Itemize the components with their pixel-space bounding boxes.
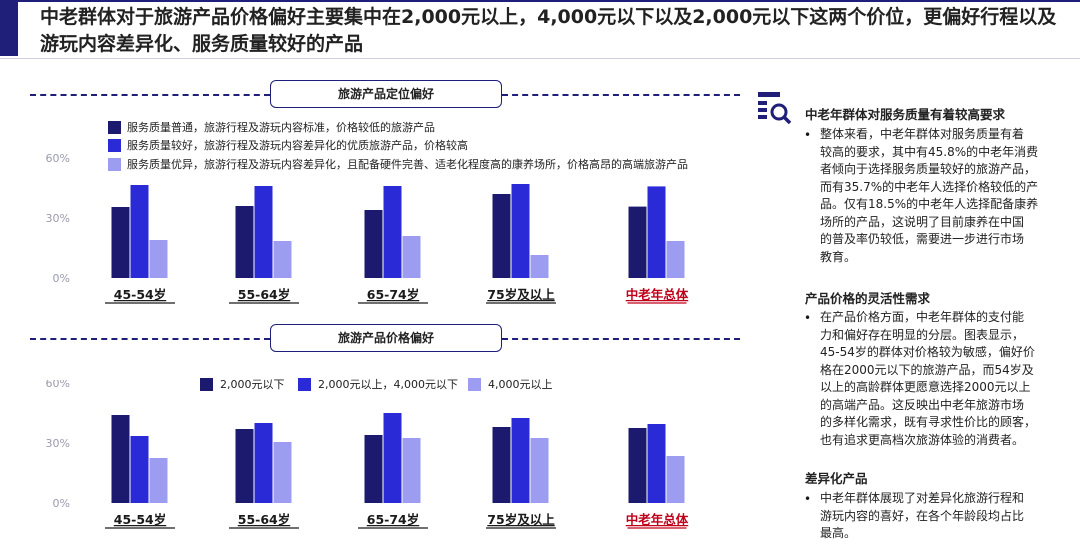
- text-line: 的普及率仍较低，需要进一步进行市场: [820, 232, 1025, 246]
- positioning-preference-chart: 60% 30% 0% 45-54岁 55-64岁 65-74岁 75岁及以上 中老年总体: [46, 152, 689, 304]
- category-label: 55-64岁: [238, 512, 290, 527]
- text-line: 在产品价格方面，中老年群体的支付能: [820, 310, 1025, 324]
- y-tick-label: 60%: [46, 152, 70, 165]
- top-rule: [0, 0, 1080, 2]
- text-line: 中老年群体展现了对差异化旅游行程和: [820, 491, 1025, 505]
- title-accent-bar: [0, 2, 18, 56]
- bullet-2: •: [804, 311, 812, 325]
- bar-45-54岁-series2: [130, 185, 149, 278]
- category-label: 中老年总体: [626, 287, 689, 302]
- text-line: 的多样化需求，既有寻求性价比的顾客，: [820, 415, 1037, 429]
- text-line: 力和偏好存在明显的分层。图表显示，: [820, 327, 1025, 342]
- category-label: 75岁及以上: [487, 287, 555, 302]
- y-tick-label: 30%: [46, 212, 70, 225]
- bullet-1: •: [804, 128, 812, 142]
- bar-75岁及以上-series1: [492, 194, 511, 278]
- bar-65-74岁-series3: [402, 236, 421, 278]
- category-label: 55-64岁: [238, 287, 290, 302]
- text-line: 以上的高龄群体更愿意选择2000元以上: [820, 380, 1031, 394]
- bar-65-74岁-series1: [364, 435, 383, 503]
- sidebar-paragraph-differentiation: 中老年群体展现了对差异化旅游行程和 游玩内容的喜好，在各个年龄段均占比 最高。: [820, 490, 1070, 543]
- bar-中老年总体-series1: [628, 206, 647, 278]
- y-tick-label: 0%: [53, 497, 70, 510]
- text-line: 整体来看，中老年群体对服务质量有着: [820, 127, 1025, 141]
- text-line: 最高。: [820, 526, 857, 540]
- bar-45-54岁-series3: [149, 458, 168, 503]
- y-tick-label: 60%: [46, 380, 70, 390]
- text-line: 教育。: [820, 249, 857, 264]
- bar-55-64岁-series1: [235, 206, 254, 278]
- bar-中老年总体-series2: [647, 424, 666, 503]
- bar-65-74岁-series2: [383, 186, 402, 278]
- legend-swatch-light: [108, 158, 121, 171]
- bar-55-64岁-series3: [273, 442, 292, 503]
- bar-55-64岁-series2: [254, 423, 273, 503]
- bar-中老年总体-series1: [628, 428, 647, 503]
- bar-中老年总体-series3: [666, 241, 685, 278]
- category-label: 65-74岁: [367, 287, 419, 302]
- legend-swatch-dark: [108, 121, 121, 134]
- category-label: 中老年总体: [626, 512, 689, 527]
- text-line: 45-54岁的群体对价格较为敏感，偏好价: [820, 345, 1035, 359]
- legend-label: 4,000元以上: [488, 378, 553, 391]
- text-line: 较高的要求，其中有45.8%的中老年消费: [820, 144, 1039, 159]
- bar-75岁及以上-series1: [492, 427, 511, 503]
- bar-45-54岁-series1: [111, 415, 130, 503]
- y-tick-label: 0%: [53, 272, 70, 285]
- magnifier-report-icon: [758, 92, 792, 125]
- y-tick-label: 30%: [46, 437, 70, 450]
- bar-45-54岁-series1: [111, 207, 130, 278]
- sidebar-paragraph-service: 整体来看，中老年群体对服务质量有着 较高的要求，其中有45.8%的中老年消费 者…: [820, 126, 1070, 266]
- text-line: 场所的产品，这说明了目前康养在中国: [820, 214, 1025, 229]
- category-label: 45-54岁: [114, 512, 166, 527]
- text-line: 者倾向于选择服务质量较好的旅游产品，: [820, 162, 1037, 176]
- category-label: 45-54岁: [114, 287, 166, 302]
- bullet-3: •: [804, 492, 812, 506]
- bar-75岁及以上-series2: [511, 418, 530, 503]
- legend-swatch-mid: [108, 139, 121, 152]
- sidebar-heading-service: 中老年群体对服务质量有着较高要求: [805, 107, 1006, 122]
- legend-label: 服务质量普通，旅游行程及游玩内容标准，价格较低的旅游产品: [127, 121, 435, 134]
- price-preference-chart: 60% 30% 0% 45-54岁 55-64岁 65-74岁 75岁及以上 中老年总体: [46, 380, 689, 529]
- bar-45-54岁-series3: [149, 240, 168, 278]
- text-line: 而有35.7%的中老年人选择价格较低的产: [820, 179, 1039, 194]
- bar-中老年总体-series2: [647, 186, 666, 278]
- bar-中老年总体-series3: [666, 456, 685, 503]
- sidebar-heading-differentiation: 差异化产品: [805, 471, 868, 486]
- text-line: 也有追求更高档次旅游体验的消费者。: [820, 432, 1025, 447]
- bar-45-54岁-series2: [130, 436, 149, 503]
- legend-label: 服务质量优异，旅游行程及游玩内容差异化，且配备硬件完善、适老化程度高的康养场所，…: [127, 158, 688, 171]
- section2-header: 旅游产品价格偏好: [30, 324, 740, 354]
- bar-75岁及以上-series3: [530, 438, 549, 503]
- text-line: 品。仅有18.5%的中老年人选择配备康养: [820, 197, 1039, 211]
- section2-legend: 2,000元以下 2,000元以上，4,000元以下 4,000元以上: [200, 377, 600, 395]
- legend-swatch-dark: [200, 378, 213, 391]
- bar-65-74岁-series2: [383, 413, 402, 503]
- sidebar-paragraph-price: 在产品价格方面，中老年群体的支付能 力和偏好存在明显的分层。图表显示， 45-5…: [820, 309, 1070, 449]
- bar-75岁及以上-series2: [511, 184, 530, 278]
- legend-label: 2,000元以下: [220, 378, 285, 391]
- bar-65-74岁-series1: [364, 210, 383, 278]
- headline-divider: [0, 58, 1080, 59]
- section2-title: 旅游产品价格偏好: [270, 324, 502, 352]
- category-label: 65-74岁: [367, 512, 419, 527]
- bar-55-64岁-series2: [254, 186, 273, 278]
- section1-title: 旅游产品定位偏好: [270, 80, 502, 108]
- legend-swatch-light: [468, 378, 481, 391]
- section1-legend: 服务质量普通，旅游行程及游玩内容标准，价格较低的旅游产品 服务质量较好，旅游行程…: [108, 120, 748, 180]
- text-line: 的高端产品。这反映出中老年旅游市场: [820, 397, 1025, 412]
- bar-55-64岁-series1: [235, 429, 254, 503]
- bar-75岁及以上-series3: [530, 255, 549, 278]
- legend-swatch-mid: [298, 378, 311, 391]
- legend-label: 2,000元以上，4,000元以下: [318, 378, 458, 391]
- category-label: 75岁及以上: [487, 512, 555, 527]
- section1-header: 旅游产品定位偏好: [30, 80, 740, 110]
- legend-label: 服务质量较好，旅游行程及游玩内容差异化的优质旅游产品，价格较高: [127, 139, 468, 152]
- page-headline: 中老群体对于旅游产品价格偏好主要集中在2,000元以上，4,000元以下以及2,…: [40, 6, 1057, 55]
- bar-55-64岁-series3: [273, 241, 292, 278]
- sidebar-heading-price: 产品价格的灵活性需求: [805, 291, 931, 306]
- text-line: 格在2000元以下的旅游产品，而54岁及: [820, 362, 1034, 377]
- bar-65-74岁-series3: [402, 438, 421, 503]
- text-line: 游玩内容的喜好，在各个年龄段均占比: [820, 508, 1025, 523]
